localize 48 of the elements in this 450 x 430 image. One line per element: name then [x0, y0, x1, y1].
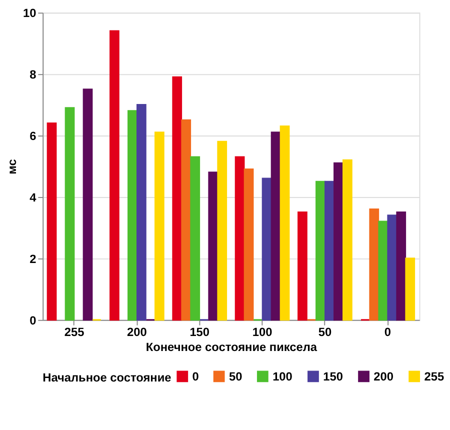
x-tick-label: 50: [318, 325, 332, 340]
legend-label: 255: [424, 369, 444, 384]
y-tick-label: 2: [30, 252, 37, 266]
bar: [208, 172, 218, 321]
bar: [64, 107, 75, 321]
bar: [405, 258, 416, 321]
x-tick-label: 0: [384, 325, 392, 340]
y-tick-label: 0: [30, 313, 37, 328]
legend-title: Начальное состояние: [42, 370, 172, 384]
bar: [324, 180, 334, 321]
bar: [46, 122, 57, 321]
bar: [280, 126, 290, 321]
bar: [136, 104, 146, 321]
x-tick-label: 150: [190, 325, 210, 340]
x-tick-label: 255: [64, 325, 85, 340]
legend-label: 150: [323, 369, 344, 384]
bar: [244, 168, 254, 321]
bar: [369, 208, 380, 321]
bar: [190, 156, 200, 321]
bar: [298, 212, 308, 321]
y-tick-label: 10: [22, 6, 37, 20]
y-tick-label: 8: [30, 68, 37, 82]
bar: [342, 159, 352, 321]
legend-label: 200: [374, 369, 394, 384]
x-tick-label: 100: [252, 325, 273, 340]
bar: [128, 110, 138, 321]
bar: [181, 119, 192, 321]
bar: [82, 88, 93, 321]
bar: [262, 178, 272, 321]
legend-label: 0: [192, 369, 200, 384]
bar: [270, 132, 281, 321]
y-tick-label: 6: [30, 128, 37, 143]
bar: [172, 76, 182, 321]
bar: [396, 212, 406, 321]
bar: [387, 214, 398, 321]
bar: [234, 156, 245, 321]
y-axis-title: мс: [5, 158, 20, 174]
bar: [316, 180, 326, 321]
bar: [334, 162, 344, 321]
bar: [154, 132, 164, 321]
bar: [378, 220, 388, 321]
bar: [217, 140, 228, 321]
y-tick-label: 4: [30, 190, 37, 204]
bar: [110, 30, 120, 321]
x-tick-label: 200: [127, 325, 148, 340]
x-axis-title: Конечное состояние пиксела: [146, 340, 318, 354]
legend-label: 50: [228, 369, 243, 384]
legend-label: 100: [272, 369, 293, 384]
